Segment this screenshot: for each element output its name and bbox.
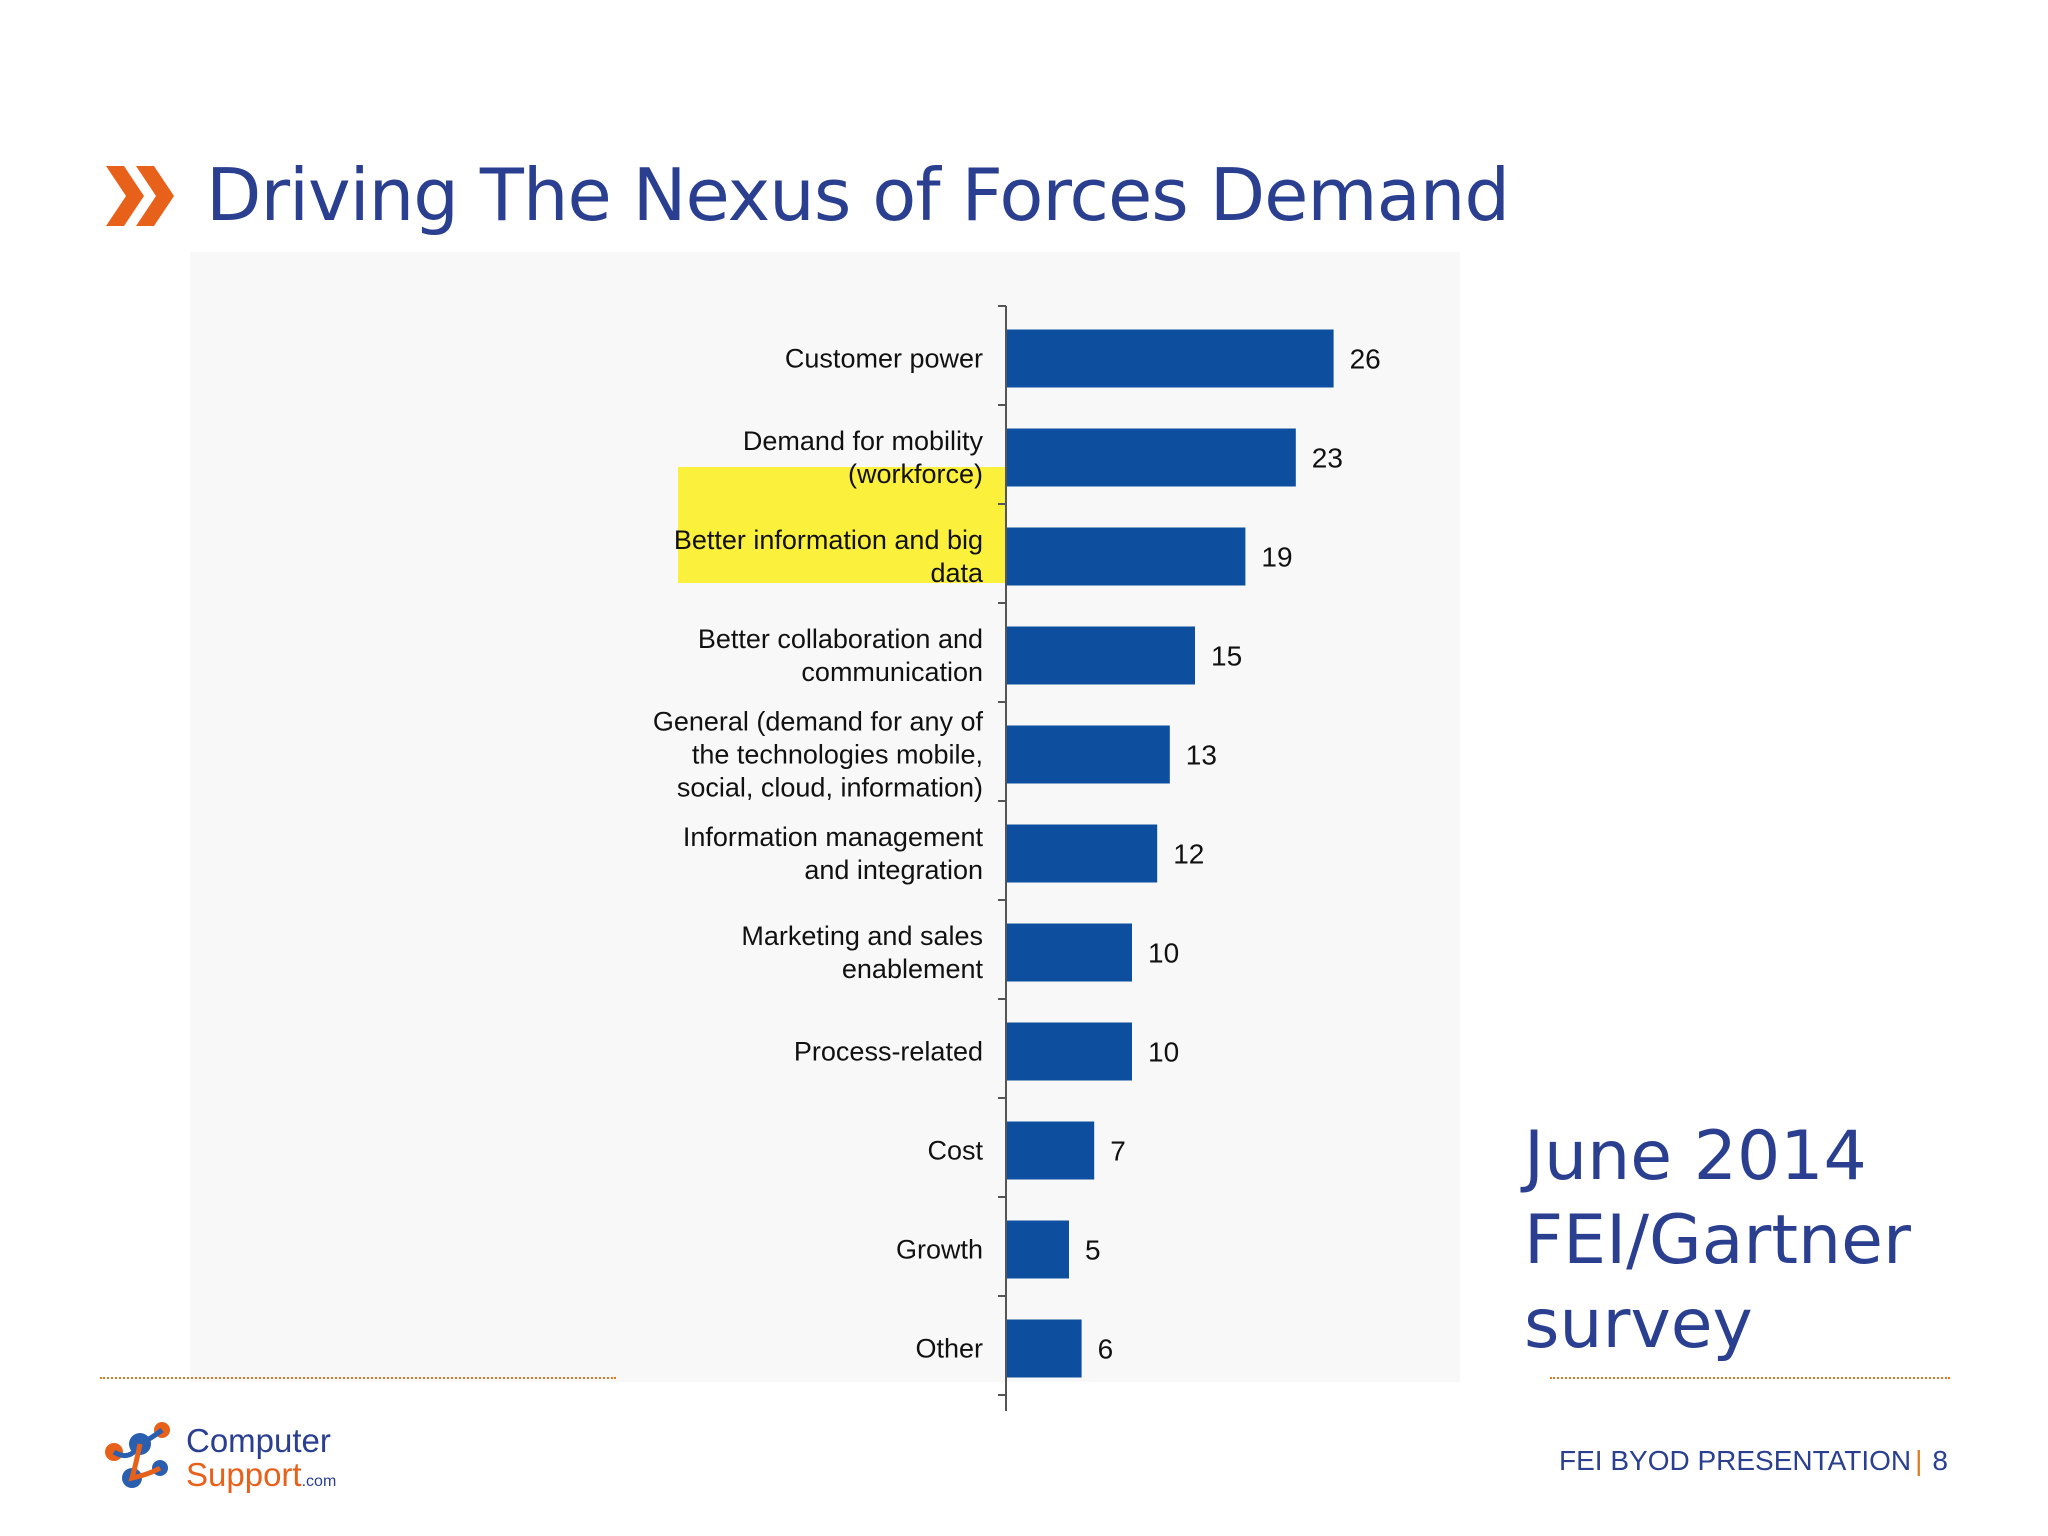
category-label: Process-related (794, 1037, 983, 1067)
bar (1006, 527, 1246, 586)
bar (1006, 1319, 1082, 1378)
highlight-box (678, 467, 1006, 583)
data-label: 5 (1085, 1235, 1101, 1266)
category-label: Information management and integration (683, 822, 984, 885)
category-label: Customer power (785, 344, 983, 374)
data-label: 13 (1186, 740, 1217, 771)
data-label: 12 (1173, 839, 1204, 870)
bar (1006, 1220, 1069, 1279)
footer-title: FEI BYOD PRESENTATION (1559, 1445, 1912, 1476)
bar (1006, 1022, 1132, 1081)
category-label: Cost (927, 1136, 983, 1166)
footer-separator: | (1915, 1445, 1923, 1476)
bar (1006, 923, 1132, 982)
page-number: 8 (1932, 1445, 1948, 1476)
people-logo-icon (105, 1422, 170, 1488)
bar (1006, 725, 1170, 784)
category-label: Growth (896, 1235, 983, 1265)
category-label: Demand for mobility (workforce) (743, 426, 984, 489)
data-label: 19 (1261, 542, 1292, 573)
data-label: 6 (1098, 1334, 1114, 1365)
bar (1006, 1121, 1095, 1180)
data-label: 23 (1312, 443, 1343, 474)
bar (1006, 329, 1334, 388)
data-label: 10 (1148, 1037, 1179, 1068)
data-label: 15 (1211, 641, 1242, 672)
data-label: 26 (1350, 344, 1381, 375)
footer-divider-left (100, 1377, 616, 1379)
data-label: 10 (1148, 938, 1179, 969)
computer-support-logo: Computer Support.com (105, 1422, 336, 1493)
data-label: 7 (1110, 1136, 1126, 1167)
footer-divider-right (1550, 1377, 1950, 1379)
category-label: General (demand for any of the technologi… (653, 707, 984, 803)
footer: FEI BYOD PRESENTATION | 8 (1559, 1445, 1948, 1477)
bar (1006, 824, 1158, 883)
logo-line1: Computer (186, 1422, 331, 1459)
category-label: Better collaboration and communication (698, 624, 983, 687)
category-label: Better information and big data (674, 525, 984, 588)
category-label: Marketing and sales enablement (741, 921, 983, 984)
category-label: Other (915, 1334, 983, 1364)
logo-line2: Support.com (186, 1456, 336, 1493)
survey-note: June 2014 FEI/Gartner survey (1524, 1117, 1911, 1364)
slide-title: Driving The Nexus of Forces Demand (206, 153, 1510, 237)
bar (1006, 428, 1296, 487)
double-chevron-right-icon (106, 166, 174, 226)
bar (1006, 626, 1195, 685)
